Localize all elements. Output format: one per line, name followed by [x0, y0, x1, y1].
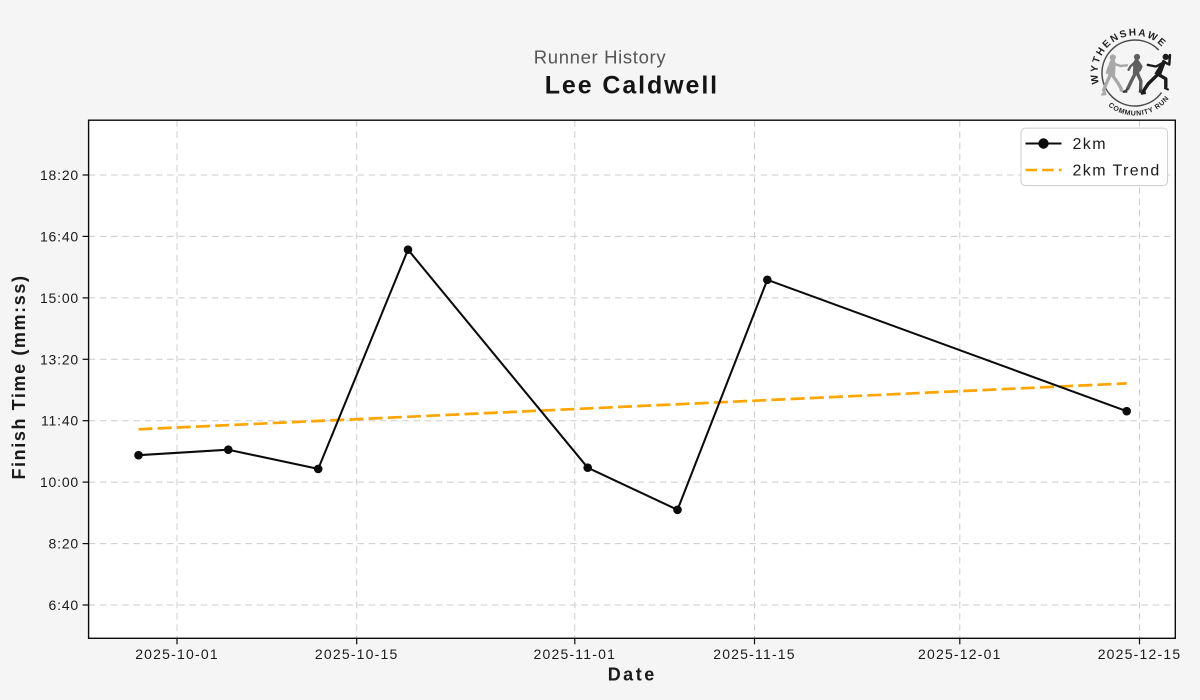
svg-text:Lee Caldwell: Lee Caldwell	[545, 72, 719, 100]
svg-text:16:40: 16:40	[40, 228, 79, 244]
svg-text:Date: Date	[608, 665, 657, 685]
svg-text:18:20: 18:20	[40, 167, 79, 183]
svg-text:10:00: 10:00	[40, 474, 79, 490]
svg-text:2025-12-01: 2025-12-01	[918, 646, 1002, 662]
svg-text:M: M	[1124, 109, 1131, 117]
svg-text:W: W	[1089, 73, 1101, 85]
svg-text:15:00: 15:00	[40, 290, 79, 306]
svg-text:8:20: 8:20	[49, 536, 79, 552]
svg-text:Y: Y	[1089, 65, 1101, 73]
svg-text:2025-10-01: 2025-10-01	[135, 646, 219, 662]
svg-text:13:20: 13:20	[40, 351, 79, 367]
svg-text:R: R	[1154, 103, 1162, 112]
svg-text:2025-10-15: 2025-10-15	[315, 646, 399, 662]
svg-text:I: I	[1141, 110, 1144, 117]
svg-text:N: N	[1109, 32, 1121, 45]
svg-text:T: T	[1091, 55, 1103, 64]
svg-text:2km: 2km	[1073, 136, 1107, 153]
svg-text:Y: Y	[1147, 106, 1154, 114]
svg-text:O: O	[1112, 105, 1121, 114]
svg-text:2025-11-01: 2025-11-01	[534, 646, 617, 662]
svg-text:C: C	[1107, 102, 1115, 111]
svg-text:T: T	[1143, 108, 1150, 116]
svg-text:M: M	[1117, 107, 1125, 116]
svg-text:H: H	[1129, 27, 1137, 38]
svg-text:S: S	[1118, 28, 1128, 41]
svg-text:N: N	[1162, 95, 1171, 103]
svg-text:2km Trend: 2km Trend	[1073, 163, 1161, 180]
svg-text:A: A	[1137, 28, 1146, 40]
svg-text:2025-11-15: 2025-11-15	[713, 646, 796, 662]
svg-text:U: U	[1131, 110, 1136, 117]
svg-text:Runner History: Runner History	[534, 47, 667, 68]
svg-text:H: H	[1095, 46, 1108, 58]
svg-text:Finish Time (mm:ss): Finish Time (mm:ss)	[9, 274, 29, 479]
svg-text:6:40: 6:40	[49, 597, 79, 613]
svg-text:11:40: 11:40	[41, 413, 79, 429]
svg-text:N: N	[1136, 110, 1142, 117]
svg-text:U: U	[1158, 99, 1166, 108]
svg-text:2025-12-15: 2025-12-15	[1098, 646, 1182, 662]
